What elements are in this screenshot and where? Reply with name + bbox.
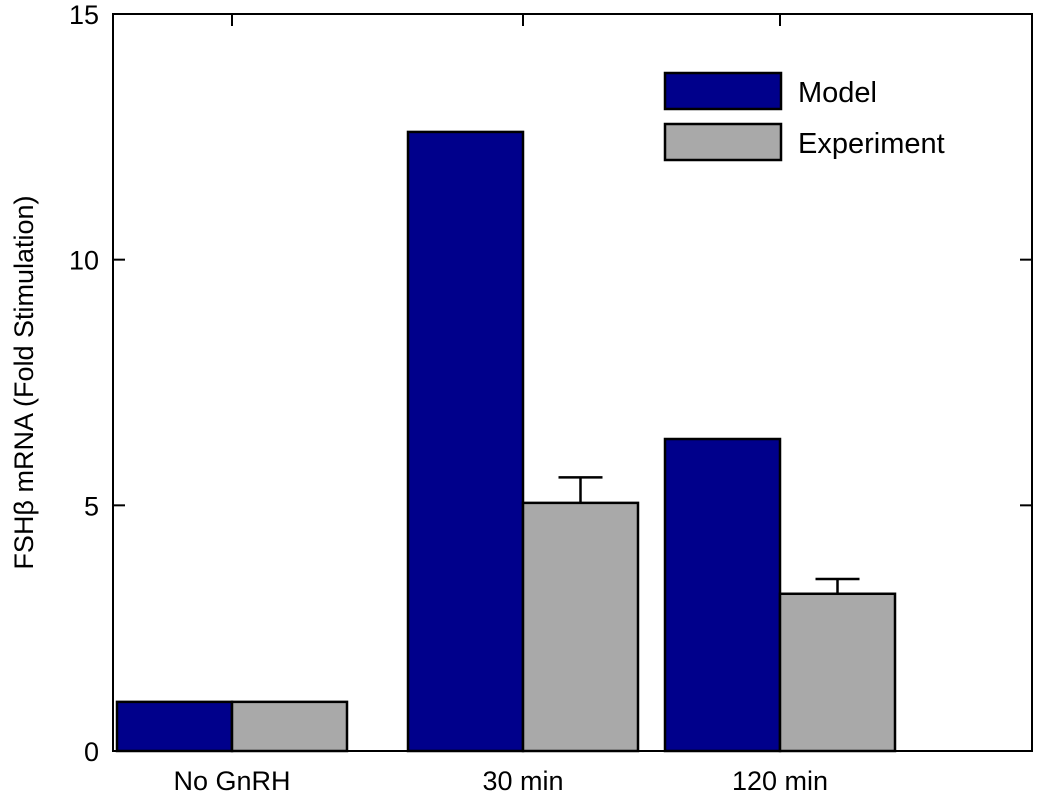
bar-experiment-30-min — [521, 501, 640, 753]
y-tick-label: 15 — [69, 0, 99, 30]
legend-swatch-model — [663, 71, 783, 111]
bar-model-30-min — [406, 130, 525, 753]
legend-label-model: Model — [798, 77, 877, 109]
legend-label-experiment: Experiment — [798, 128, 945, 160]
legend: Model Experiment — [663, 71, 945, 162]
y-tick-label: 0 — [84, 737, 99, 767]
bar-experiment-no-gnrh — [230, 700, 349, 753]
y-axis: 0 5 10 15 — [69, 0, 1032, 767]
y-tick-label: 10 — [69, 246, 99, 276]
bars-layer — [115, 130, 897, 753]
error-bars-layer — [558, 476, 860, 594]
y-axis-title: FSHβ mRNA (Fold Stimulation) — [9, 195, 39, 569]
y-tick-label: 5 — [84, 491, 99, 521]
bar-model-120-min — [663, 437, 782, 753]
x-tick-label: No GnRH — [173, 766, 290, 796]
x-tick-label: 120 min — [732, 766, 828, 796]
x-tick-label: 30 min — [482, 766, 563, 796]
plot-frame — [112, 13, 1033, 752]
bar-experiment-120-min — [778, 592, 897, 753]
bar-model-no-gnrh — [115, 700, 234, 753]
legend-swatch-experiment — [663, 122, 783, 162]
x-axis: No GnRH 30 min 120 min — [173, 14, 828, 796]
